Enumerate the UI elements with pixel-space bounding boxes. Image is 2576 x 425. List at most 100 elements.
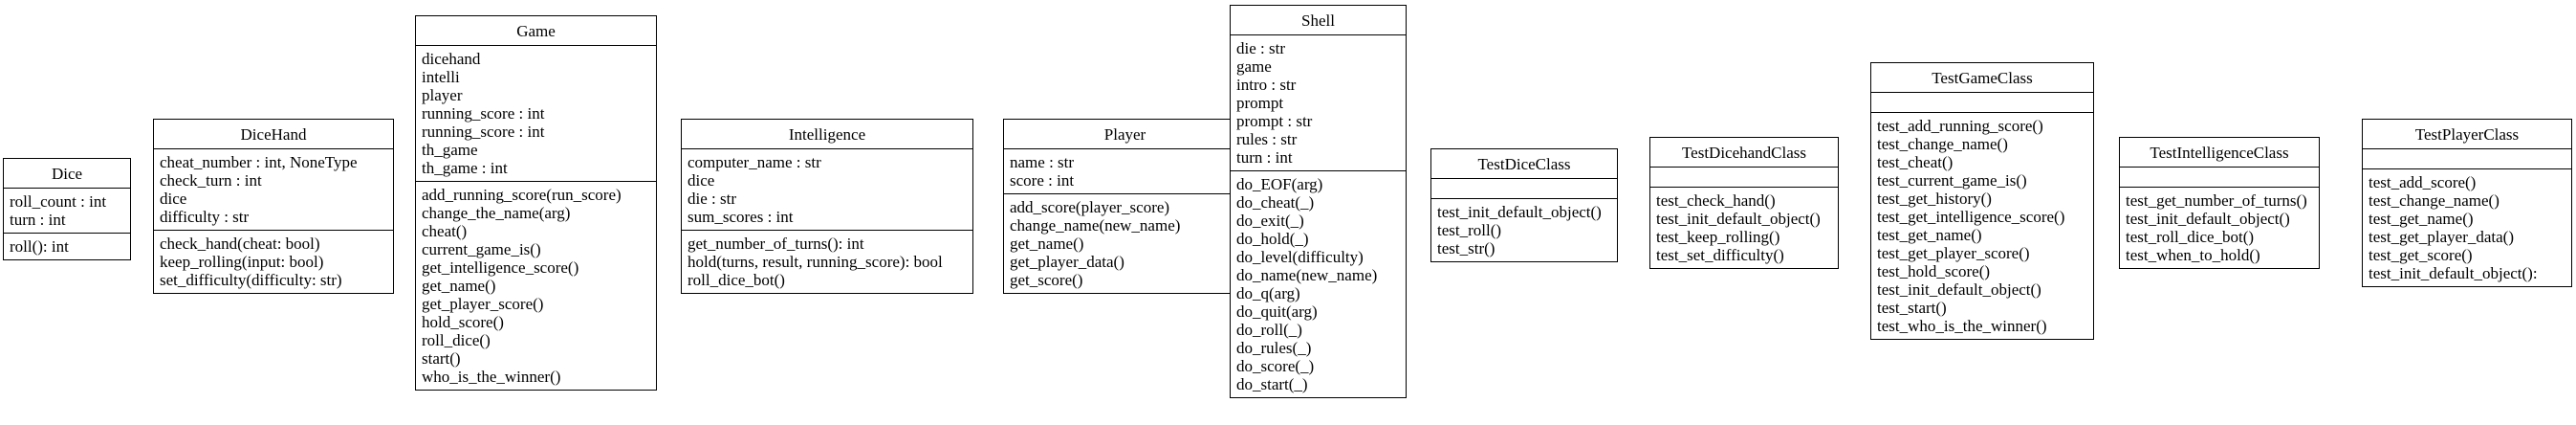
method: change_the_name(arg) [422,204,571,222]
attributes-section: dicehand intelli player running_score : … [416,46,656,181]
methods-section: test_add_running_score() test_change_nam… [1871,112,2093,339]
method: test_init_default_object() [1877,280,2041,299]
method: test_check_hand() [1656,191,1776,210]
method: get_player_data() [1010,253,1124,271]
class-box-dicehand: DiceHand cheat_number : int, NoneType ch… [153,119,394,294]
class-name: TestDicehandClass [1650,138,1838,168]
method: do_cheat(_) [1236,193,1315,212]
methods-section: do_EOF(arg) do_cheat(_) do_exit(_) do_ho… [1231,170,1406,397]
method: test_hold_score() [1877,262,1991,280]
attribute: th_game [422,141,478,159]
method: do_name(new_name) [1236,266,1378,284]
attribute: rules : str [1236,130,1298,148]
attributes-section [1650,168,1838,187]
method: set_difficulty(difficulty: str) [160,271,342,289]
attribute: running_score : int [422,123,545,141]
method: do_q(arg) [1236,284,1300,302]
method: test_set_difficulty() [1656,246,1784,264]
class-box-testdicehandclass: TestDicehandClass test_check_hand() test… [1649,137,1839,269]
method: do_rules(_) [1236,339,1312,357]
method: test_add_score() [2369,173,2477,191]
method: test_roll() [1437,221,1502,239]
method: test_get_score() [2369,246,2473,264]
attributes-section [2363,149,2571,168]
class-name: Dice [4,159,130,189]
class-box-intelligence: Intelligence computer_name : str dice di… [681,119,973,294]
method: do_exit(_) [1236,212,1304,230]
method: test_init_default_object() [1656,210,1821,228]
attributes-section: cheat_number : int, NoneType check_turn … [154,149,393,230]
method: test_str() [1437,239,1495,257]
attribute: th_game : int [422,159,508,177]
methods-section: roll(): int [4,233,130,259]
attribute: check_turn : int [160,171,262,190]
method: test_init_default_object() [2126,210,2290,228]
method: roll_dice_bot() [688,271,785,289]
attribute: name : str [1010,153,1075,171]
attribute: intelli [422,68,460,86]
class-name: Intelligence [682,120,972,149]
class-box-game: Game dicehand intelli player running_sco… [415,15,657,391]
method: do_roll(_) [1236,321,1302,339]
attribute: game [1236,57,1272,76]
method: keep_rolling(input: bool) [160,253,324,271]
method: add_score(player_score) [1010,198,1170,216]
method: test_get_intelligence_score() [1877,208,2065,226]
method: test_get_player_data() [2369,228,2514,246]
class-name: Game [416,16,656,46]
method: test_get_player_score() [1877,244,2030,262]
method: test_start() [1877,299,1947,317]
methods-section: get_number_of_turns(): int hold(turns, r… [682,230,972,293]
attribute: sum_scores : int [688,208,794,226]
class-box-testgameclass: TestGameClass test_add_running_score() t… [1870,62,2094,340]
method: do_score(_) [1236,357,1315,375]
method: get_player_score() [422,295,544,313]
methods-section: add_running_score(run_score) change_the_… [416,181,656,390]
class-name: TestDiceClass [1431,149,1617,179]
methods-section: check_hand(cheat: bool) keep_rolling(inp… [154,230,393,293]
method: get_number_of_turns(): int [688,235,864,253]
class-box-shell: Shell die : str game intro : str prompt … [1230,5,1407,398]
method: test_get_name() [1877,226,1982,244]
method: hold_score() [422,313,504,331]
attribute: dice [688,171,715,190]
class-box-testintelligenceclass: TestIntelligenceClass test_get_number_of… [2119,137,2320,269]
attributes-section: name : str score : int [1004,149,1246,193]
method: hold(turns, result, running_score): bool [688,253,943,271]
method: test_init_default_object() [1437,203,1602,221]
attribute: difficulty : str [160,208,250,226]
attribute: cheat_number : int, NoneType [160,153,358,171]
class-box-testdiceclass: TestDiceClass test_init_default_object()… [1430,148,1618,262]
method: do_EOF(arg) [1236,175,1323,193]
attribute: die : str [1236,39,1285,57]
class-name: Player [1004,120,1246,149]
method: test_get_name() [2369,210,2474,228]
class-name: DiceHand [154,120,393,149]
attribute: score : int [1010,171,1075,190]
attributes-section: die : str game intro : str prompt prompt… [1231,35,1406,170]
attributes-section [1431,179,1617,198]
method: test_init_default_object(): [2369,264,2538,282]
attribute: prompt : str [1236,112,1313,130]
method: test_cheat() [1877,153,1954,171]
attributes-section [2120,168,2319,187]
method: change_name(new_name) [1010,216,1181,235]
attributes-section: computer_name : str dice die : str sum_s… [682,149,972,230]
method: test_roll_dice_bot() [2126,228,2255,246]
method: current_game_is() [422,240,541,258]
attribute: computer_name : str [688,153,821,171]
method: who_is_the_winner() [422,368,561,386]
attribute: turn : int [1236,148,1293,167]
class-name: TestGameClass [1871,63,2093,93]
methods-section: test_add_score() test_change_name() test… [2363,168,2571,286]
class-box-dice: Dice roll_count : int turn : int roll():… [3,158,131,260]
method: test_get_number_of_turns() [2126,191,2307,210]
methods-section: test_check_hand() test_init_default_obje… [1650,187,1838,268]
methods-section: test_init_default_object() test_roll() t… [1431,198,1617,261]
method: get_name() [1010,235,1084,253]
method: get_score() [1010,271,1083,289]
attribute: roll_count : int [10,192,107,211]
method: test_when_to_hold() [2126,246,2260,264]
class-name: TestIntelligenceClass [2120,138,2319,168]
method: get_intelligence_score() [422,258,579,277]
